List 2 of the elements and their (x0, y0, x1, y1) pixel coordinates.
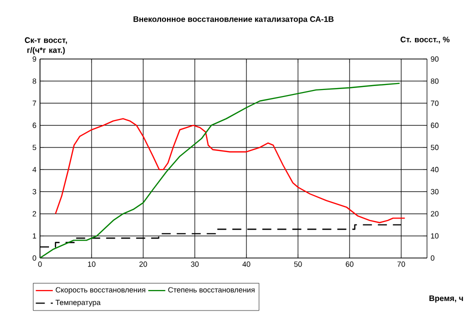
line-series (54, 118, 406, 224)
line-series (40, 82, 400, 258)
